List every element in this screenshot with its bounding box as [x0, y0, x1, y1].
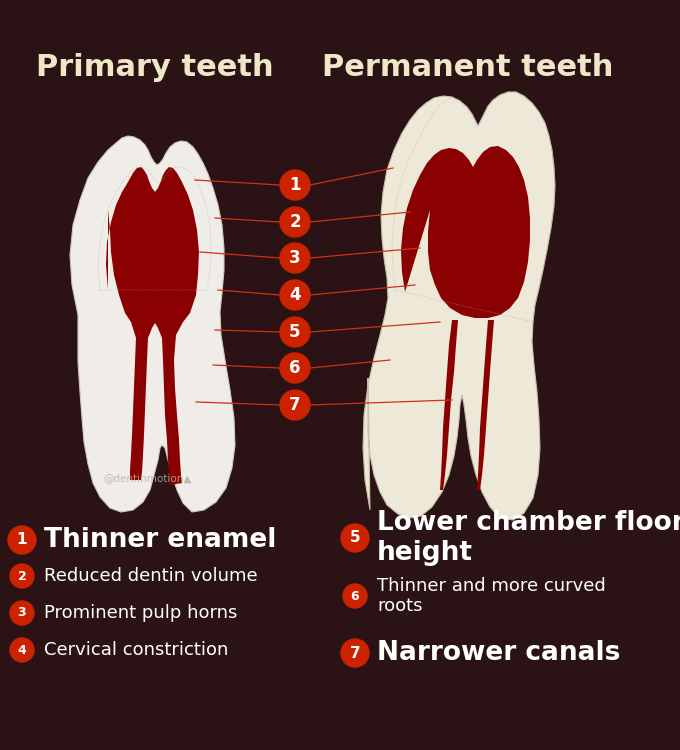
Text: Lower chamber floor
height: Lower chamber floor height [377, 510, 680, 566]
Text: 4: 4 [289, 286, 301, 304]
Text: 3: 3 [289, 249, 301, 267]
Text: 4: 4 [18, 644, 27, 656]
Text: Cervical constriction: Cervical constriction [44, 641, 228, 659]
Polygon shape [401, 146, 530, 318]
Text: Prominent pulp horns: Prominent pulp horns [44, 604, 237, 622]
Text: 2: 2 [18, 569, 27, 583]
Text: 1: 1 [289, 176, 301, 194]
Text: 1: 1 [17, 532, 27, 548]
Polygon shape [363, 92, 555, 520]
Text: 6: 6 [289, 359, 301, 377]
Circle shape [280, 207, 310, 237]
Polygon shape [106, 167, 199, 485]
Text: 5: 5 [289, 323, 301, 341]
Circle shape [10, 601, 34, 625]
Circle shape [280, 280, 310, 310]
Circle shape [343, 584, 367, 608]
Circle shape [341, 639, 369, 667]
Text: Permanent teeth: Permanent teeth [322, 53, 613, 82]
Circle shape [10, 564, 34, 588]
Text: Narrower canals: Narrower canals [377, 640, 620, 666]
Text: 3: 3 [18, 607, 27, 619]
Polygon shape [440, 320, 458, 490]
Circle shape [280, 317, 310, 347]
Text: 7: 7 [289, 396, 301, 414]
Circle shape [280, 170, 310, 200]
Text: Thinner enamel: Thinner enamel [44, 527, 276, 553]
Circle shape [10, 638, 34, 662]
Polygon shape [477, 320, 494, 490]
Circle shape [280, 390, 310, 420]
Polygon shape [70, 136, 235, 512]
Text: Reduced dentin volume: Reduced dentin volume [44, 567, 258, 585]
Circle shape [280, 353, 310, 383]
Circle shape [341, 524, 369, 552]
Text: 6: 6 [351, 590, 359, 602]
Text: Thinner and more curved
roots: Thinner and more curved roots [377, 577, 606, 616]
Circle shape [280, 243, 310, 273]
Circle shape [8, 526, 36, 554]
Text: @dentinmotion▲: @dentinmotion▲ [104, 473, 192, 483]
Text: 2: 2 [289, 213, 301, 231]
Text: 7: 7 [350, 646, 360, 661]
Text: Primary teeth: Primary teeth [36, 53, 274, 82]
Text: 5: 5 [350, 530, 360, 545]
